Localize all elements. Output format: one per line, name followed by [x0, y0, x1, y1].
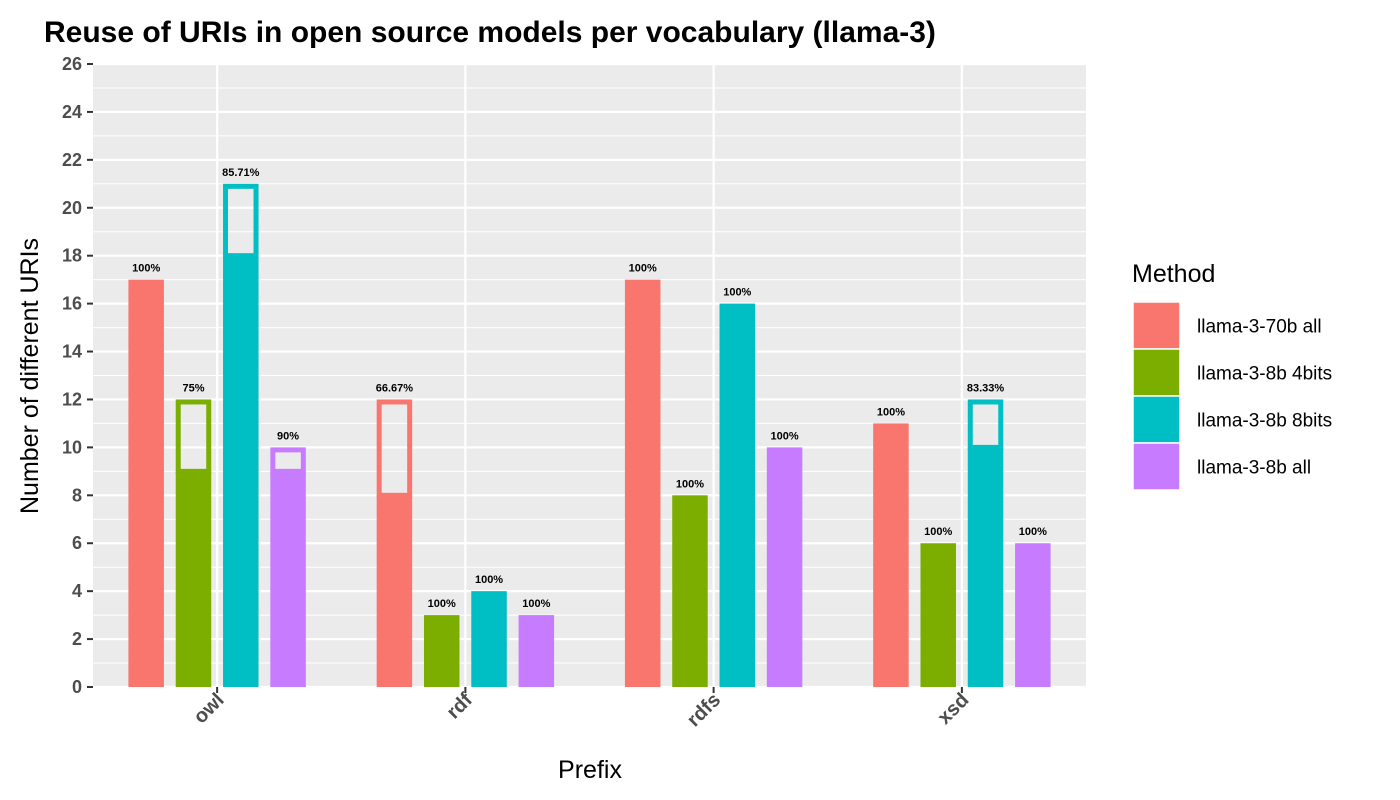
chart-title: Reuse of URIs in open source models per …: [44, 16, 936, 49]
y-axis-title: Number of different URIs: [16, 238, 44, 514]
bar-outline-llama-3-8b-all-owl: [270, 447, 306, 474]
y-tick-label: 2: [72, 629, 82, 649]
bar-llama-3-8b-all-owl: [270, 471, 306, 687]
y-tick-label: 26: [62, 54, 82, 74]
bar-data-label: 100%: [629, 263, 657, 275]
bar-data-label: 100%: [771, 430, 799, 442]
x-tick-label: rdf: [442, 689, 477, 724]
bar-llama-3-70b-all-rdfs: [624, 279, 661, 687]
plot-area: 02468101214161820222426100%66.67%100%100…: [62, 54, 1086, 731]
bar-data-label: 66.67%: [376, 382, 414, 394]
bar-data-label: 100%: [475, 574, 503, 586]
legend-label: llama-3-8b 4bits: [1197, 364, 1332, 385]
y-tick-label: 10: [62, 437, 82, 457]
bar-outline-llama-3-8b-4bits-owl: [175, 399, 212, 474]
bar-data-label: 100%: [428, 598, 456, 610]
bar-llama-3-8b-4bits-xsd: [920, 543, 956, 687]
bar-data-label: 100%: [877, 406, 905, 418]
bar-data-label: 100%: [723, 287, 751, 299]
legend-key-llama-3-8b-all: [1132, 442, 1181, 491]
x-tick-label: owl: [190, 689, 229, 728]
legend-key-llama-3-70b-all: [1132, 301, 1181, 350]
x-tick-label: rdfs: [683, 689, 725, 731]
bar-data-label: 100%: [132, 263, 160, 275]
legend-label: llama-3-70b all: [1197, 317, 1322, 338]
legend-key-llama-3-8b-4bits: [1132, 348, 1181, 397]
bar-llama-3-70b-all-xsd: [873, 423, 909, 687]
bar-llama-3-8b-4bits-rdfs: [672, 495, 708, 687]
bar-llama-3-8b-8bits-rdfs: [719, 303, 756, 687]
y-tick-label: 8: [72, 485, 82, 505]
bar-llama-3-8b-8bits-rdf: [471, 591, 507, 687]
bar-llama-3-8b-4bits-rdf: [423, 615, 460, 687]
bar-llama-3-8b-4bits-owl: [175, 471, 212, 687]
bar-data-label: 100%: [1019, 526, 1047, 538]
x-axis-title: Prefix: [558, 756, 622, 784]
y-tick-label: 22: [62, 150, 82, 170]
bar-data-label: 85.71%: [222, 167, 260, 179]
bar-data-label: 100%: [924, 526, 952, 538]
legend: llama-3-70b all llama-3-8b 4bits llama-3-8…: [1132, 301, 1332, 491]
y-tick-label: 0: [72, 677, 82, 697]
bar-data-label: 83.33%: [967, 382, 1005, 394]
bar-llama-3-8b-all-rdf: [518, 615, 555, 687]
bar-outline-llama-3-70b-all-rdf: [376, 399, 413, 498]
bar-llama-3-70b-all-owl: [128, 279, 164, 687]
bar-llama-3-8b-8bits-owl: [223, 255, 259, 687]
y-tick-label: 14: [62, 342, 82, 362]
bar-llama-3-8b-all-xsd: [1015, 543, 1051, 687]
bar-data-label: 75%: [182, 382, 204, 394]
y-tick-label: 16: [62, 294, 82, 314]
legend-title: Method: [1132, 260, 1215, 288]
bar-llama-3-8b-all-rdfs: [766, 447, 803, 687]
bar-outline-llama-3-8b-8bits-owl: [223, 183, 259, 259]
bar-data-label: 90%: [277, 430, 299, 442]
legend-label: llama-3-8b all: [1197, 458, 1311, 479]
y-tick-label: 18: [62, 246, 82, 266]
bar-llama-3-8b-8bits-xsd: [967, 447, 1004, 687]
bar-data-label: 100%: [676, 478, 704, 490]
bar-outline-llama-3-8b-8bits-xsd: [967, 399, 1004, 450]
y-tick-label: 24: [62, 102, 82, 122]
y-tick-label: 12: [62, 389, 82, 409]
y-tick-label: 6: [72, 533, 82, 553]
x-tick-label: xsd: [933, 689, 973, 729]
bar-llama-3-70b-all-rdf: [376, 495, 413, 687]
legend-label: llama-3-8b 8bits: [1197, 411, 1332, 432]
y-tick-label: 4: [72, 581, 82, 601]
y-tick-label: 20: [62, 198, 82, 218]
legend-key-llama-3-8b-8bits: [1132, 395, 1181, 444]
bar-data-label: 100%: [522, 598, 550, 610]
